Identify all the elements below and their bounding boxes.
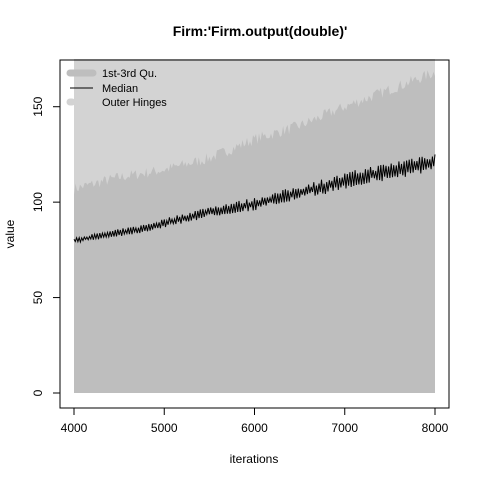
x-tick-label: 8000: [422, 421, 449, 435]
x-tick-label: 5000: [151, 421, 178, 435]
median-layer: [73, 154, 436, 244]
y-axis: 0 50 100 150: [31, 96, 61, 396]
chart-title: Firm:'Firm.output(double)': [173, 23, 348, 39]
x-axis: 4000 5000 6000 7000 8000: [61, 407, 449, 435]
x-tick-label: 7000: [331, 421, 358, 435]
y-tick-label: 100: [31, 192, 45, 212]
band-dark: [74, 70, 435, 394]
y-axis-label: value: [3, 219, 17, 248]
y-tick-label: 0: [31, 389, 45, 396]
legend: 1st-3rd Qu. Median Outer Hinges: [66, 68, 167, 109]
x-tick-label: 4000: [61, 421, 88, 435]
legend-label-median: Median: [102, 83, 138, 95]
band-layer: [74, 59, 435, 394]
y-tick-label: 50: [31, 291, 45, 305]
legend-label-outer-hinges: Outer Hinges: [102, 97, 167, 109]
median-line: [73, 154, 436, 244]
x-axis-label: iterations: [230, 452, 279, 466]
legend-label-quartile: 1st-3rd Qu.: [102, 68, 157, 80]
y-tick-label: 150: [31, 96, 45, 116]
x-tick-label: 6000: [241, 421, 268, 435]
